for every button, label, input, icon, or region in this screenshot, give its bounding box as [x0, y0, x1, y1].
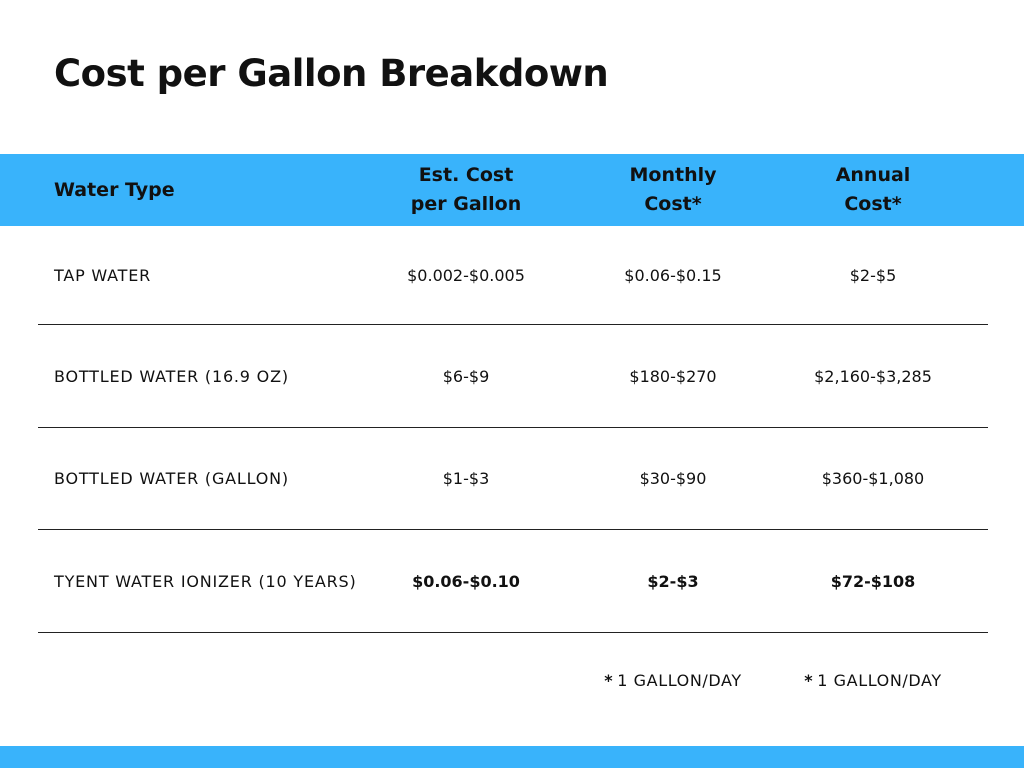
header-monthly-cost: Monthly Cost*: [573, 154, 773, 226]
cell-monthly: $2-$3: [647, 571, 699, 591]
table-row-tap-water: TAP WATER $0.002-$0.005 $0.06-$0.15 $2-$…: [0, 226, 1024, 324]
table-header: Water Type Est. Cost per Gallon Monthly …: [0, 154, 1024, 226]
cell-water-type: TAP WATER: [54, 265, 152, 285]
header-annual-cost-line2: Cost*: [844, 193, 902, 215]
cell-monthly: $30-$90: [639, 469, 707, 488]
cell-per-gallon: $1-$3: [442, 469, 490, 488]
table-row-bottled-gallon: BOTTLED WATER (GALLON) $1-$3 $30-$90 $36…: [0, 428, 1024, 529]
cell-water-type: BOTTLED WATER (16.9 OZ): [54, 366, 289, 386]
cell-per-gallon: $0.06-$0.10: [412, 571, 520, 591]
header-est-cost-line1: Est. Cost: [418, 164, 514, 186]
row-divider: [38, 529, 988, 530]
cell-water-type: BOTTLED WATER (GALLON): [54, 469, 289, 488]
cell-annual: $2-$5: [849, 265, 897, 285]
header-annual-cost: Annual Cost*: [773, 154, 973, 226]
footnote-monthly: * 1 GALLON/DAY: [573, 668, 773, 692]
header-monthly-cost-line1: Monthly: [629, 164, 717, 186]
cell-annual: $2,160-$3,285: [814, 366, 932, 386]
table-row-bottled-16oz: BOTTLED WATER (16.9 OZ) $6-$9 $180-$270 …: [0, 325, 1024, 427]
header-est-cost: Est. Cost per Gallon: [366, 154, 566, 226]
row-divider: [38, 324, 988, 325]
footnote-text: 1 GALLON/DAY: [617, 670, 742, 690]
table-row-tyent-ionizer: TYENT WATER IONIZER (10 YEARS) $0.06-$0.…: [0, 530, 1024, 632]
cell-annual: $360-$1,080: [821, 469, 925, 488]
header-annual-cost-line1: Annual: [835, 164, 911, 186]
cell-per-gallon: $0.002-$0.005: [407, 265, 525, 285]
header-water-type-label: Water Type: [54, 178, 175, 201]
header-water-type: Water Type: [54, 154, 354, 226]
row-divider: [38, 427, 988, 428]
cell-monthly: $0.06-$0.15: [624, 265, 722, 285]
footnote-annual: * 1 GALLON/DAY: [773, 668, 973, 692]
cell-per-gallon: $6-$9: [442, 366, 490, 386]
page-title: Cost per Gallon Breakdown: [54, 52, 609, 95]
cell-water-type: TYENT WATER IONIZER (10 YEARS): [54, 571, 357, 591]
footnote-text: 1 GALLON/DAY: [817, 670, 942, 690]
bottom-accent-bar: [0, 746, 1024, 768]
cell-annual: $72-$108: [830, 571, 916, 591]
header-est-cost-line2: per Gallon: [410, 193, 522, 215]
footnote-star: *: [804, 670, 814, 690]
row-divider: [38, 632, 988, 633]
footnote-star: *: [604, 670, 614, 690]
cell-monthly: $180-$270: [629, 366, 717, 386]
header-monthly-cost-line2: Cost*: [644, 193, 702, 215]
